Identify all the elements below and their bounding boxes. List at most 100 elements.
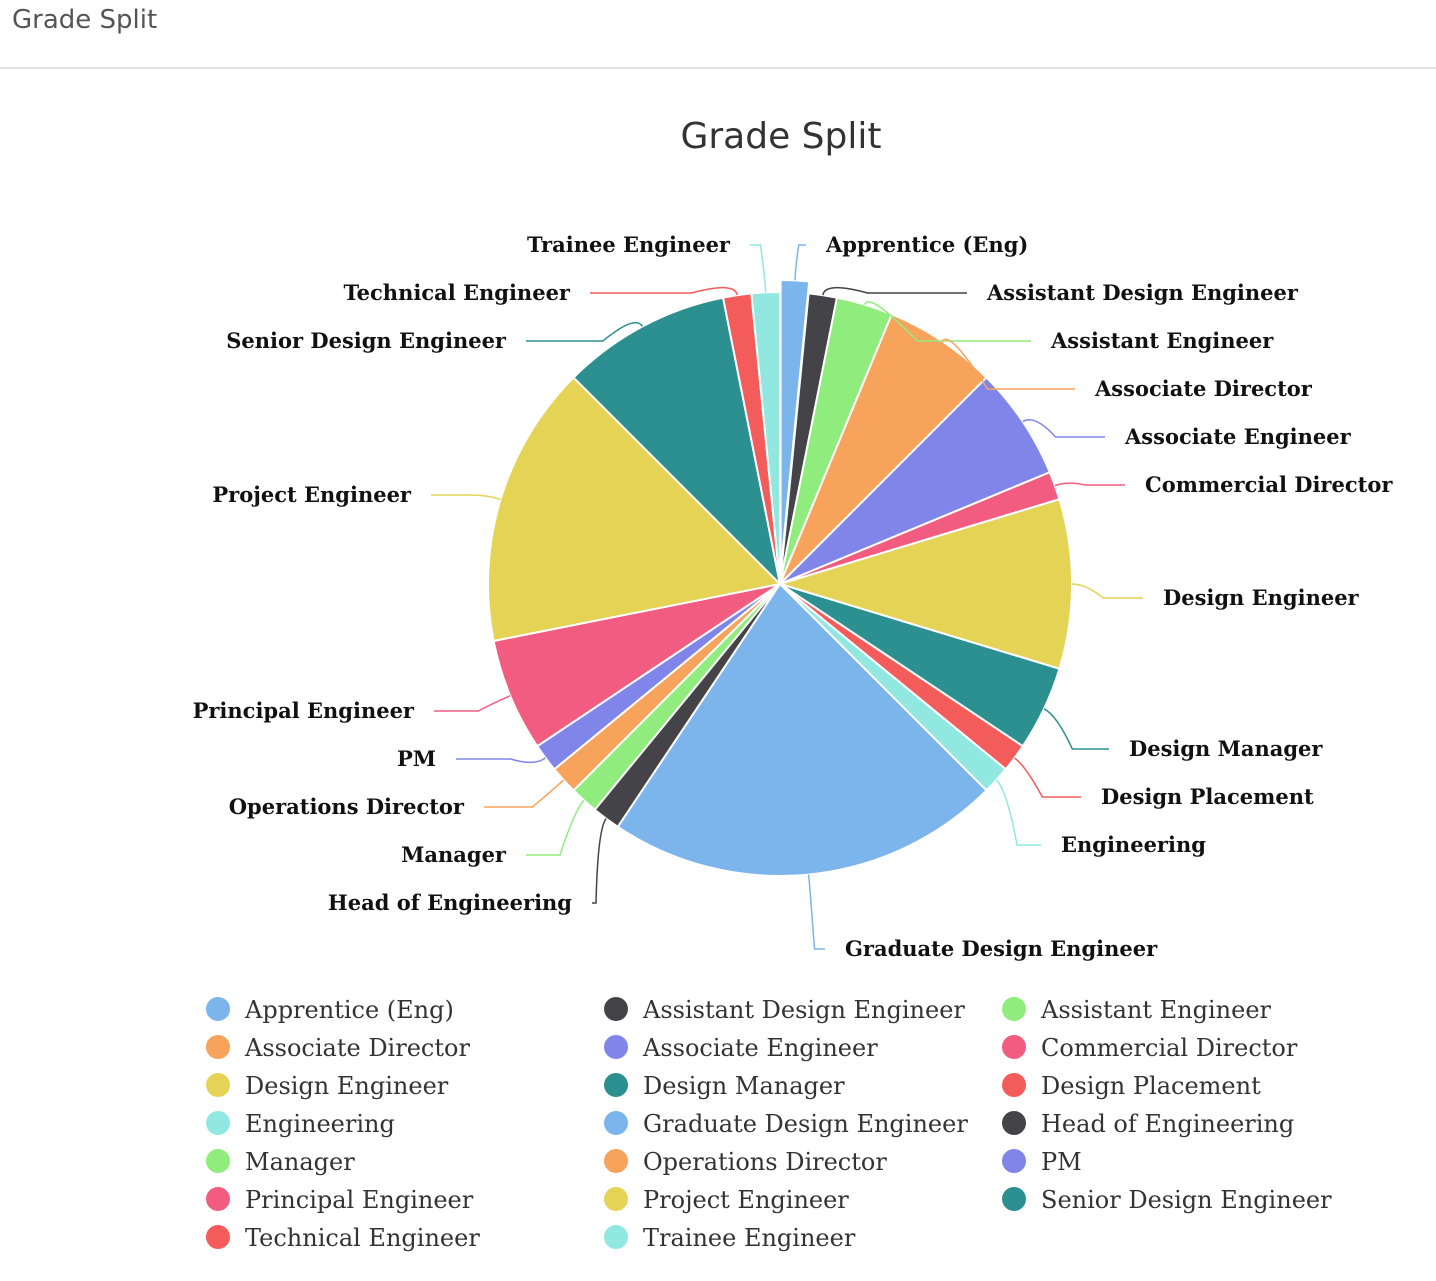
legend-item-associate-engineer[interactable]: Associate Engineer: [604, 1034, 878, 1062]
slice-label-apprentice-eng: Apprentice (Eng): [825, 232, 1028, 257]
legend-item-trainee-engineer[interactable]: Trainee Engineer: [604, 1224, 856, 1252]
legend-marker: [206, 1111, 230, 1135]
legend-marker: [206, 1187, 230, 1211]
legend-marker: [604, 1225, 628, 1249]
panel-title: Grade Split: [12, 5, 158, 35]
panel-header: Grade Split: [0, 0, 1436, 69]
legend-item-principal-engineer[interactable]: Principal Engineer: [206, 1186, 474, 1214]
chart-title: Grade Split: [680, 116, 881, 157]
connector-assistant-engineer: [864, 301, 1031, 342]
connector-project-engineer: [431, 494, 501, 500]
pie-slices: [487, 279, 1073, 877]
legend-item-engineering[interactable]: Engineering: [206, 1110, 395, 1138]
legend-label: Technical Engineer: [245, 1224, 480, 1252]
legend-marker: [1002, 1111, 1026, 1135]
label-connectors: [431, 244, 1143, 950]
slice-label-design-placement: Design Placement: [1101, 784, 1314, 809]
slice-label-associate-engineer: Associate Engineer: [1124, 424, 1352, 449]
legend-marker: [206, 1073, 230, 1097]
legend-label: Graduate Design Engineer: [643, 1110, 968, 1138]
slice-labels: Apprentice (Eng) Assistant Design Enginee…: [193, 232, 1394, 961]
connector-trainee-engineer: [750, 244, 767, 293]
legend-label: Commercial Director: [1041, 1034, 1298, 1062]
legend-item-graduate-design-engineer[interactable]: Graduate Design Engineer: [604, 1110, 968, 1138]
legend-item-design-manager[interactable]: Design Manager: [604, 1072, 845, 1100]
legend-item-operations-director[interactable]: Operations Director: [604, 1148, 887, 1176]
legend-label: Manager: [245, 1148, 355, 1176]
connector-assistant-design-engineer: [822, 286, 967, 296]
legend-marker: [206, 1149, 230, 1173]
grade-split-pie-chart: Grade Split Apprentice (Eng) Assistant De…: [193, 116, 1394, 1252]
legend-label: PM: [1041, 1148, 1082, 1176]
slice-label-assistant-design-engineer: Assistant Design Engineer: [986, 280, 1299, 305]
legend-marker: [1002, 1187, 1026, 1211]
legend-marker: [604, 1149, 628, 1173]
legend-item-design-engineer[interactable]: Design Engineer: [206, 1072, 449, 1100]
legend-item-head-of-engineering[interactable]: Head of Engineering: [1002, 1110, 1294, 1138]
legend-label: Design Engineer: [245, 1072, 449, 1100]
connector-associate-engineer: [1022, 419, 1105, 438]
legend-label: Assistant Design Engineer: [642, 996, 965, 1024]
legend-item-associate-director[interactable]: Associate Director: [206, 1034, 470, 1062]
legend-label: Principal Engineer: [245, 1186, 474, 1214]
legend-marker: [206, 997, 230, 1021]
connector-manager: [526, 799, 585, 856]
legend-marker: [604, 997, 628, 1021]
slice-label-associate-director: Associate Director: [1094, 376, 1313, 401]
legend-item-apprentice-eng[interactable]: Apprentice (Eng): [206, 996, 454, 1024]
slice-label-pm: PM: [397, 746, 436, 771]
pie-slice-associate-engineer[interactable]: [779, 376, 1052, 585]
legend-marker: [1002, 997, 1026, 1021]
legend-item-project-engineer[interactable]: Project Engineer: [604, 1186, 849, 1214]
slice-label-commercial-director: Commercial Director: [1145, 472, 1393, 497]
legend-marker: [206, 1035, 230, 1059]
pie-slice-graduate-design-engineer[interactable]: [616, 582, 988, 877]
slice-label-principal-engineer: Principal Engineer: [193, 698, 415, 723]
legend-label: Senior Design Engineer: [1041, 1186, 1332, 1214]
legend-item-assistant-design-engineer[interactable]: Assistant Design Engineer: [604, 996, 965, 1024]
pie-slice-senior-design-engineer[interactable]: [572, 296, 782, 588]
slice-label-design-engineer: Design Engineer: [1163, 585, 1360, 610]
legend-item-commercial-director[interactable]: Commercial Director: [1002, 1034, 1298, 1062]
slice-label-technical-engineer: Technical Engineer: [343, 280, 570, 305]
connector-technical-engineer: [590, 286, 738, 296]
legend-marker: [1002, 1035, 1026, 1059]
legend-label: Assistant Engineer: [1040, 996, 1272, 1024]
legend-marker: [604, 1073, 628, 1097]
connector-head-of-engineering: [592, 818, 607, 904]
legend-label: Operations Director: [643, 1148, 887, 1176]
slice-label-graduate-design-engineer: Graduate Design Engineer: [845, 936, 1158, 961]
legend-marker: [1002, 1149, 1026, 1173]
connector-graduate-design-engineer: [807, 874, 825, 950]
slice-label-design-manager: Design Manager: [1129, 736, 1323, 761]
connector-design-engineer: [1071, 583, 1143, 599]
legend-item-pm[interactable]: PM: [1002, 1148, 1082, 1176]
pie-slice-design-engineer[interactable]: [776, 497, 1073, 671]
legend-marker: [206, 1225, 230, 1249]
legend-label: Associate Director: [244, 1034, 470, 1062]
legend-item-design-placement[interactable]: Design Placement: [1002, 1072, 1261, 1100]
legend-label: Design Placement: [1041, 1072, 1261, 1100]
connector-design-placement: [1014, 757, 1081, 798]
slice-label-head-of-engineering: Head of Engineering: [328, 890, 572, 915]
connector-associate-director: [941, 338, 1075, 390]
legend-label: Project Engineer: [643, 1186, 849, 1214]
legend-marker: [604, 1187, 628, 1211]
slice-label-senior-design-engineer: Senior Design Engineer: [226, 328, 507, 353]
pie-slice-principal-engineer[interactable]: [492, 583, 781, 748]
connector-commercial-director: [1054, 482, 1125, 487]
legend-marker: [604, 1111, 628, 1135]
pie-slice-project-engineer[interactable]: [487, 376, 783, 643]
slice-label-assistant-engineer: Assistant Engineer: [1050, 328, 1274, 353]
legend-label: Head of Engineering: [1041, 1110, 1294, 1138]
legend-marker: [1002, 1073, 1026, 1097]
connector-pm: [456, 757, 546, 764]
legend-marker: [604, 1035, 628, 1059]
slice-label-manager: Manager: [401, 842, 507, 867]
legend-item-technical-engineer[interactable]: Technical Engineer: [206, 1224, 480, 1252]
legend-item-assistant-engineer[interactable]: Assistant Engineer: [1002, 996, 1272, 1024]
connector-apprentice-eng: [794, 244, 806, 281]
legend-item-manager[interactable]: Manager: [206, 1148, 355, 1176]
legend-item-senior-design-engineer[interactable]: Senior Design Engineer: [1002, 1186, 1332, 1214]
legend-label: Associate Engineer: [642, 1034, 878, 1062]
